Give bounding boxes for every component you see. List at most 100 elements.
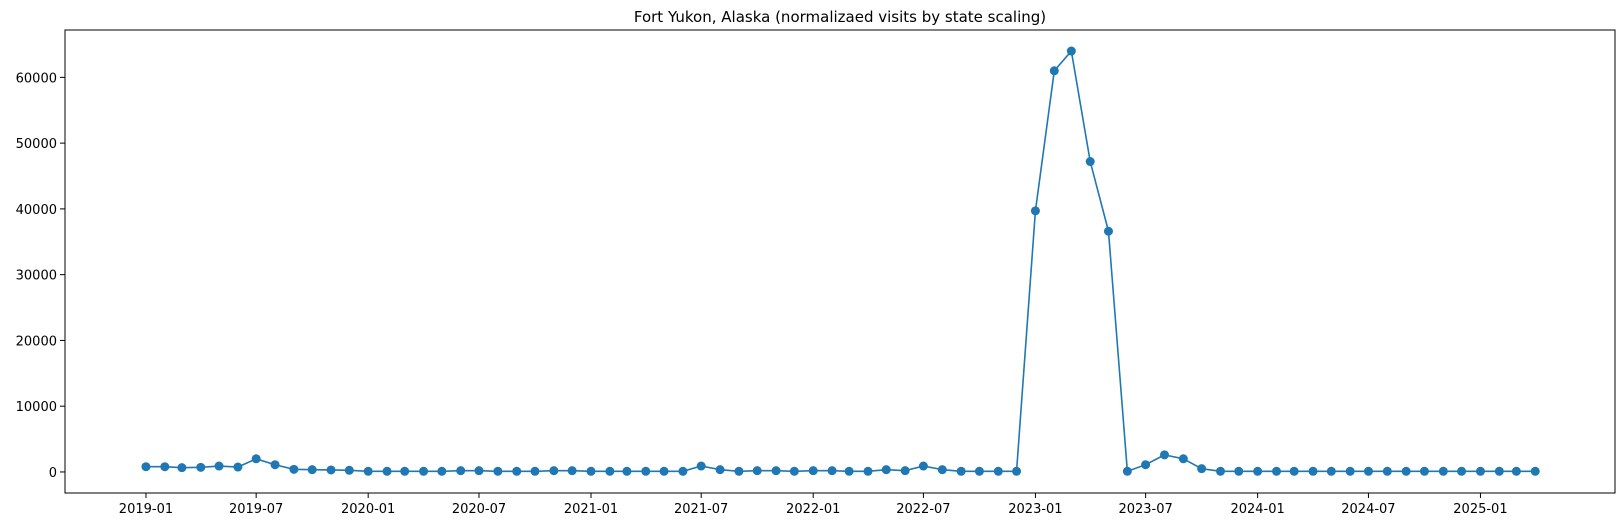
data-point [678, 466, 688, 476]
data-point [771, 466, 781, 476]
data-point [1382, 466, 1392, 476]
data-point [641, 466, 651, 476]
x-tick-label: 2025-01 [1453, 502, 1507, 517]
data-point [900, 466, 910, 476]
y-tick-label: 50000 [16, 137, 57, 152]
data-point [696, 461, 706, 471]
data-point [1085, 157, 1095, 167]
data-point [196, 462, 206, 472]
data-point [1253, 466, 1263, 476]
data-point [1030, 206, 1040, 216]
data-point [549, 466, 559, 476]
x-tick-label: 2022-01 [786, 502, 840, 517]
data-point [956, 466, 966, 476]
data-point [734, 466, 744, 476]
x-tick-label: 2020-01 [341, 502, 395, 517]
data-point [567, 466, 577, 476]
x-axis: 2019-01 2019-07 2020-01 2020-07 2021-01 2021-… [119, 493, 1508, 517]
data-point [974, 466, 984, 476]
data-point [752, 466, 762, 476]
data-point [270, 460, 280, 470]
x-tick-label: 2023-01 [1008, 502, 1062, 517]
data-point [1457, 466, 1467, 476]
y-tick-label: 20000 [16, 334, 57, 349]
data-point [1178, 454, 1188, 464]
y-tick-label: 10000 [16, 400, 57, 415]
series-layer [141, 46, 1540, 476]
data-point [400, 466, 410, 476]
x-tick-label: 2023-07 [1118, 502, 1172, 517]
data-point [1122, 466, 1132, 476]
data-point [1289, 466, 1299, 476]
data-point [1197, 464, 1207, 474]
data-point [1066, 46, 1076, 56]
data-point [827, 466, 837, 476]
y-tick-label: 0 [49, 466, 57, 481]
data-point [141, 462, 151, 472]
data-point [808, 466, 818, 476]
x-tick-label: 2020-07 [452, 502, 506, 517]
data-point [326, 465, 336, 475]
data-point [1103, 226, 1113, 236]
data-point [1234, 466, 1244, 476]
data-point [1308, 466, 1318, 476]
series-line [145, 50, 1536, 473]
data-point [456, 466, 466, 476]
data-point [1326, 466, 1336, 476]
x-tick-label: 2024-07 [1341, 502, 1395, 517]
data-point [1511, 466, 1521, 476]
data-point [419, 466, 429, 476]
data-point [1419, 466, 1429, 476]
data-point [622, 466, 632, 476]
x-tick-label: 2021-07 [674, 502, 728, 517]
y-axis: 0 10000 20000 30000 40000 50000 60000 [16, 71, 65, 481]
data-point [1475, 466, 1485, 476]
data-point [1159, 450, 1169, 460]
data-point [177, 463, 187, 473]
y-tick-label: 40000 [16, 203, 57, 218]
data-point [1438, 466, 1448, 476]
data-point [605, 466, 615, 476]
data-point [251, 454, 261, 464]
data-point [844, 466, 854, 476]
chart-title: Fort Yukon, Alaska (normalizaed visits b… [634, 8, 1046, 26]
x-tick-label: 2021-01 [564, 502, 618, 517]
x-tick-label: 2024-01 [1230, 502, 1284, 517]
data-point [659, 466, 669, 476]
data-point [363, 466, 373, 476]
data-point [344, 465, 354, 475]
data-point [233, 462, 243, 472]
data-point [307, 465, 317, 475]
data-point [289, 464, 299, 474]
data-point [493, 466, 503, 476]
x-tick-label: 2022-07 [896, 502, 950, 517]
data-point [474, 466, 484, 476]
data-point [512, 466, 522, 476]
data-point [937, 465, 947, 475]
data-point [530, 466, 540, 476]
x-tick-label: 2019-07 [229, 502, 283, 517]
data-point [1530, 466, 1540, 476]
data-point [1494, 466, 1504, 476]
data-point [863, 466, 873, 476]
x-tick-label: 2019-01 [119, 502, 173, 517]
data-point [993, 466, 1003, 476]
data-point [1345, 466, 1355, 476]
y-tick-label: 60000 [16, 71, 57, 86]
data-point [789, 466, 799, 476]
data-point [160, 462, 170, 472]
data-point [881, 465, 891, 475]
data-point [382, 466, 392, 476]
data-point [586, 466, 596, 476]
data-point [214, 461, 224, 471]
data-point [1363, 466, 1373, 476]
y-tick-label: 30000 [16, 269, 57, 284]
data-point [1049, 66, 1059, 76]
data-point [1272, 466, 1282, 476]
data-point [1401, 466, 1411, 476]
data-point [437, 466, 447, 476]
data-point [918, 461, 928, 471]
data-point [1141, 460, 1151, 470]
